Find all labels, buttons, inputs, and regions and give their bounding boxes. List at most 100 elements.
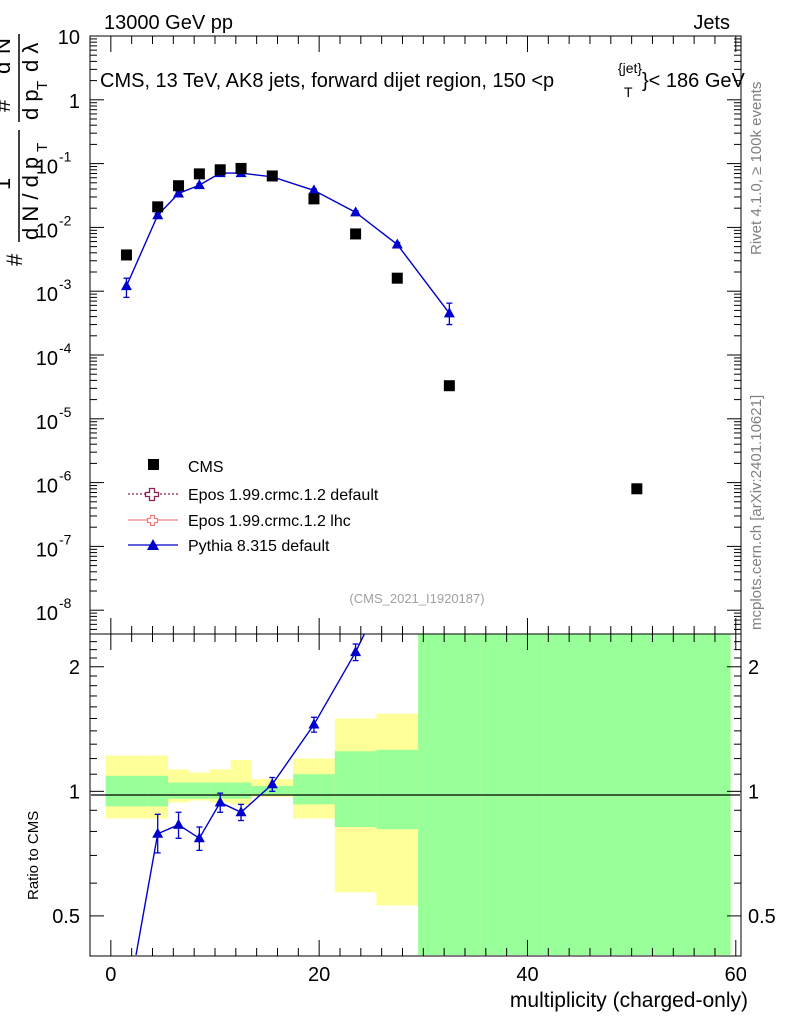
ratio-panel: 2 2 1 1 0.5 0.5 0 20 40 60 bbox=[52, 633, 776, 986]
ratio-y-tick-label-right: 0.5 bbox=[748, 906, 776, 928]
y-tick-label: 10 -3 bbox=[36, 276, 72, 306]
pythia-point bbox=[152, 209, 164, 220]
pythia-point bbox=[443, 307, 455, 318]
ratio-pythia-point bbox=[308, 718, 320, 729]
y-tick-exponent: -3 bbox=[59, 276, 72, 292]
y-tick-base: 10 bbox=[36, 348, 58, 370]
stat-uncertainty-band bbox=[334, 751, 377, 827]
plot-title-end: }< 186 GeV bbox=[642, 70, 746, 92]
ratio-y-tick-label-right: 2 bbox=[748, 657, 759, 679]
ratio-y-tick-label-right: 1 bbox=[748, 781, 759, 803]
ylabel-hash-1: # bbox=[2, 253, 27, 266]
stat-uncertainty-band bbox=[147, 775, 169, 807]
cms-point bbox=[120, 249, 132, 261]
cms-point bbox=[308, 193, 320, 205]
y-tick-base: 10 bbox=[36, 476, 58, 498]
main-y-axis-label: # d N / d p T 1 d p T d λ # d 2 N bbox=[0, 34, 51, 266]
plot-title: CMS, 13 TeV, AK8 jets, forward dijet reg… bbox=[100, 60, 746, 100]
y-tick-base: 10 bbox=[58, 27, 80, 49]
y-tick-exponent: -7 bbox=[59, 531, 72, 547]
y-tick-label: 10 -2 bbox=[36, 212, 72, 242]
cms-point bbox=[391, 272, 403, 284]
cms-point bbox=[235, 162, 247, 174]
cms-point bbox=[443, 380, 455, 392]
ylabel-n: N bbox=[0, 38, 15, 54]
x-axis-ticks: 0 20 40 60 bbox=[105, 634, 747, 986]
y-tick-exponent: -8 bbox=[59, 595, 72, 611]
ratio-pythia-line bbox=[135, 634, 366, 955]
pythia-point bbox=[173, 187, 185, 198]
ratio-pythia-point bbox=[193, 832, 205, 843]
legend-epos-lhc-marker bbox=[146, 514, 159, 527]
analysis-id-label: (CMS_2021_I1920187) bbox=[349, 591, 484, 606]
y-tick-label: 10 -8 bbox=[36, 595, 72, 625]
legend-cms-marker bbox=[148, 459, 159, 470]
ylabel-hash-2: # bbox=[0, 99, 15, 112]
y-tick-base: 1 bbox=[69, 91, 80, 113]
ratio-panel-frame bbox=[89, 633, 742, 957]
y-tick-label: 10 -5 bbox=[36, 404, 72, 434]
y-tick-base: 10 bbox=[36, 220, 58, 242]
cms-point bbox=[266, 170, 278, 182]
y-tick-base: 10 bbox=[36, 284, 58, 306]
x-tick-label: 20 bbox=[308, 964, 330, 986]
main-markers-layer bbox=[120, 162, 643, 634]
x-axis-label: multiplicity (charged-only) bbox=[510, 989, 748, 1012]
legend-label-cms: CMS bbox=[188, 459, 224, 476]
category-label: Jets bbox=[693, 12, 730, 34]
stat-uncertainty-band bbox=[188, 782, 210, 799]
y-tick-exponent: -4 bbox=[59, 340, 72, 356]
ratio-bands-layer bbox=[105, 634, 731, 955]
plot-title-sup: {jet} bbox=[618, 60, 642, 76]
ratio-pythia-point bbox=[235, 806, 247, 817]
stat-uncertainty-band bbox=[105, 775, 148, 807]
cms-point bbox=[152, 201, 164, 213]
y-tick-base: 10 bbox=[36, 157, 58, 179]
ratio-y-axis-label: Ratio to CMS bbox=[25, 811, 42, 900]
legend-label-pythia: Pythia 8.315 default bbox=[188, 538, 330, 555]
plot-title-main: CMS, 13 TeV, AK8 jets, forward dijet reg… bbox=[100, 70, 554, 92]
ylabel-d: d bbox=[0, 62, 15, 74]
ylabel-sub-t-2: T bbox=[34, 81, 51, 90]
ylabel-sup-2: 2 bbox=[0, 54, 1, 62]
ratio-pythia-point bbox=[350, 646, 362, 657]
cms-point bbox=[193, 168, 205, 180]
ratio-pythia-point bbox=[266, 778, 278, 789]
stat-uncertainty-band bbox=[230, 782, 252, 799]
y-tick-base: 10 bbox=[36, 412, 58, 434]
legend-epos-default-marker bbox=[144, 487, 160, 502]
legend-label-epos-lhc: Epos 1.99.crmc.1.2 lhc bbox=[188, 513, 351, 530]
ylabel-dndpt: d N / d p bbox=[18, 157, 43, 240]
ratio-y-tick-label-left: 1 bbox=[69, 781, 80, 803]
ylabel-dlambda: d λ bbox=[18, 43, 43, 72]
pythia-point bbox=[350, 206, 362, 217]
pythia-point bbox=[193, 179, 205, 190]
y-tick-label: 10 -1 bbox=[36, 149, 72, 179]
ratio-markers-layer bbox=[135, 634, 366, 955]
ratio-y-tick-label-left: 2 bbox=[69, 657, 80, 679]
y-tick-exponent: -1 bbox=[59, 149, 72, 165]
y-tick-label: 10 -7 bbox=[36, 531, 72, 561]
legend-label-epos-default: Epos 1.99.crmc.1.2 default bbox=[188, 487, 379, 504]
x-tick-label: 60 bbox=[725, 964, 747, 986]
x-tick-label: 40 bbox=[516, 964, 538, 986]
ratio-y-tick-label-left: 0.5 bbox=[52, 906, 80, 928]
stat-uncertainty-band bbox=[376, 749, 419, 830]
ylabel-sub-t-1: T bbox=[34, 143, 51, 152]
ratio-pythia-point bbox=[173, 818, 185, 829]
y-tick-label: 1 bbox=[69, 91, 80, 113]
legend-pythia-marker bbox=[147, 539, 159, 550]
energy-label: 13000 GeV pp bbox=[104, 12, 233, 34]
mcplots-label: mcplots.cern.ch [arXiv:2401.10621] bbox=[748, 395, 765, 630]
ylabel-dpt: d p bbox=[18, 89, 43, 120]
y-tick-base: 10 bbox=[36, 603, 58, 625]
pythia-point bbox=[391, 238, 403, 249]
ratio-pythia-point bbox=[214, 796, 226, 807]
y-tick-exponent: -5 bbox=[59, 404, 72, 420]
pythia-point bbox=[120, 280, 132, 291]
y-tick-label: 10 -4 bbox=[36, 340, 72, 370]
y-tick-label: 10 bbox=[58, 27, 80, 49]
